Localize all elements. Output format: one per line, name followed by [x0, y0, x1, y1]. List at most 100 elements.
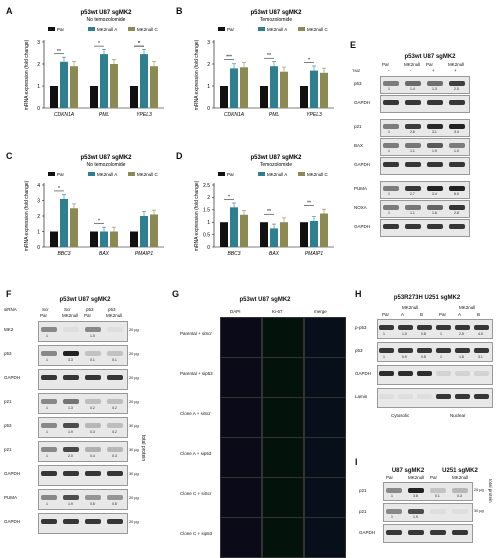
band-quant: 0.2 — [112, 430, 117, 434]
panel-i: I U87 sgMK2 U251 sgMK2 Par MK2null Par MK2n… — [355, 455, 502, 550]
mk2null-header: MK2null — [459, 305, 476, 310]
blot-strip — [380, 95, 470, 113]
protein-band — [417, 394, 432, 399]
legend-swatch — [88, 172, 95, 176]
protein-band — [379, 325, 394, 330]
band-quant: 1 — [46, 358, 48, 362]
blot-row-label: p21 — [4, 447, 12, 452]
protein-band — [417, 348, 432, 353]
protein-band — [427, 81, 443, 86]
protein-amount: 20 μg — [129, 400, 139, 404]
bar — [70, 208, 78, 247]
protein-band — [430, 488, 446, 493]
blot-strip — [38, 417, 128, 438]
lane-line: MK2null — [62, 313, 79, 318]
protein-band — [41, 495, 57, 500]
bar — [220, 86, 228, 108]
protein-band — [63, 351, 79, 356]
blot-row-label: NOXA — [354, 205, 367, 210]
band-quant: 1 — [383, 355, 385, 359]
protein-band — [398, 371, 413, 376]
legend-swatch — [218, 27, 225, 31]
row-label: Clone C + sip53 — [180, 531, 213, 536]
chart-title: p53wt U87 sgMK2 — [250, 10, 302, 16]
panel-title: p53R273H U251 sgMK2 — [393, 295, 461, 301]
protein-band — [452, 509, 468, 514]
protein-band — [85, 399, 101, 404]
band-quant: 2.5 — [459, 332, 464, 336]
bar — [270, 228, 278, 247]
band-quant: 0.2 — [112, 406, 117, 410]
chart-title: p53wt U87 sgMK2 — [80, 155, 132, 161]
lane-line: Par — [84, 313, 92, 318]
protein-band — [405, 100, 421, 105]
band-quant: 2.0 — [68, 454, 73, 458]
blot-strip — [38, 369, 128, 390]
bar — [50, 231, 58, 247]
band-quant: 3.4 — [432, 192, 437, 196]
tmz-sign: + — [454, 68, 457, 73]
y-tick-label: 0 — [37, 106, 40, 112]
microscopy-image — [304, 437, 346, 478]
y-tick-label: 3 — [37, 40, 40, 46]
protein-band — [85, 447, 101, 452]
panel-g: G p53wt U87 sgMK2 DAPI Ki-67 merge Parental… — [170, 285, 350, 558]
significance-label: * — [308, 58, 310, 64]
column-label: merge — [314, 309, 327, 314]
lane-label: MK2null — [408, 475, 425, 480]
significance-label: * — [58, 186, 60, 192]
x-tick-label: CDKN1A — [224, 112, 245, 118]
blot-row-label: GAPDH — [4, 471, 21, 476]
protein-band — [85, 519, 101, 524]
x-tick-label: BAX — [99, 251, 110, 257]
bar — [310, 220, 318, 247]
protein-band — [383, 224, 399, 229]
protein-band — [449, 205, 465, 210]
protein-band — [63, 375, 79, 380]
protein-band — [63, 519, 79, 524]
blot-row-label: GAPDH — [354, 162, 371, 167]
blot-strip — [377, 365, 493, 385]
panel-title: p53wt U87 sgMK2 — [239, 297, 291, 303]
y-tick-label: 2 — [37, 214, 40, 220]
band-quant: 1 — [391, 515, 393, 519]
protein-band — [474, 325, 489, 330]
protein-band — [379, 371, 394, 376]
band-quant: 0.8 — [90, 502, 95, 506]
panel-letter: E — [350, 40, 357, 50]
protein-band — [63, 423, 79, 428]
bar — [240, 67, 248, 108]
band-quant: 3.8 — [413, 494, 418, 498]
bar — [90, 231, 98, 247]
protein-band — [107, 351, 123, 356]
protein-band — [455, 348, 470, 353]
lane-label: B — [477, 312, 481, 317]
band-quant: 1.1 — [410, 149, 415, 153]
protein-band — [474, 371, 489, 376]
lane-label: Par — [382, 62, 390, 67]
protein-band — [85, 423, 101, 428]
protein-band — [85, 351, 101, 356]
bar — [140, 54, 148, 108]
protein-band — [107, 327, 123, 332]
protein-band — [41, 519, 57, 524]
protein-band — [449, 143, 465, 148]
protein-amount: 20 μg — [129, 328, 139, 332]
significance-label: ** — [307, 201, 311, 207]
band-quant: 0.2 — [90, 406, 95, 410]
x-tick-label: PML — [269, 112, 280, 118]
x-tick-label: PML — [99, 112, 110, 118]
protein-band — [474, 394, 489, 399]
protein-band — [107, 447, 123, 452]
fraction-label: Cytosolic — [391, 413, 410, 418]
panel-f: F p53wt U87 sgMK2 siRNA Scr Par Scr MK2null p… — [0, 285, 170, 550]
protein-band — [405, 143, 421, 148]
blot-row-label: p21 — [359, 488, 367, 493]
protein-band — [430, 509, 446, 514]
protein-band — [405, 162, 421, 167]
microscopy-image — [220, 317, 262, 358]
blot-strip — [38, 345, 128, 366]
bar — [130, 231, 138, 247]
